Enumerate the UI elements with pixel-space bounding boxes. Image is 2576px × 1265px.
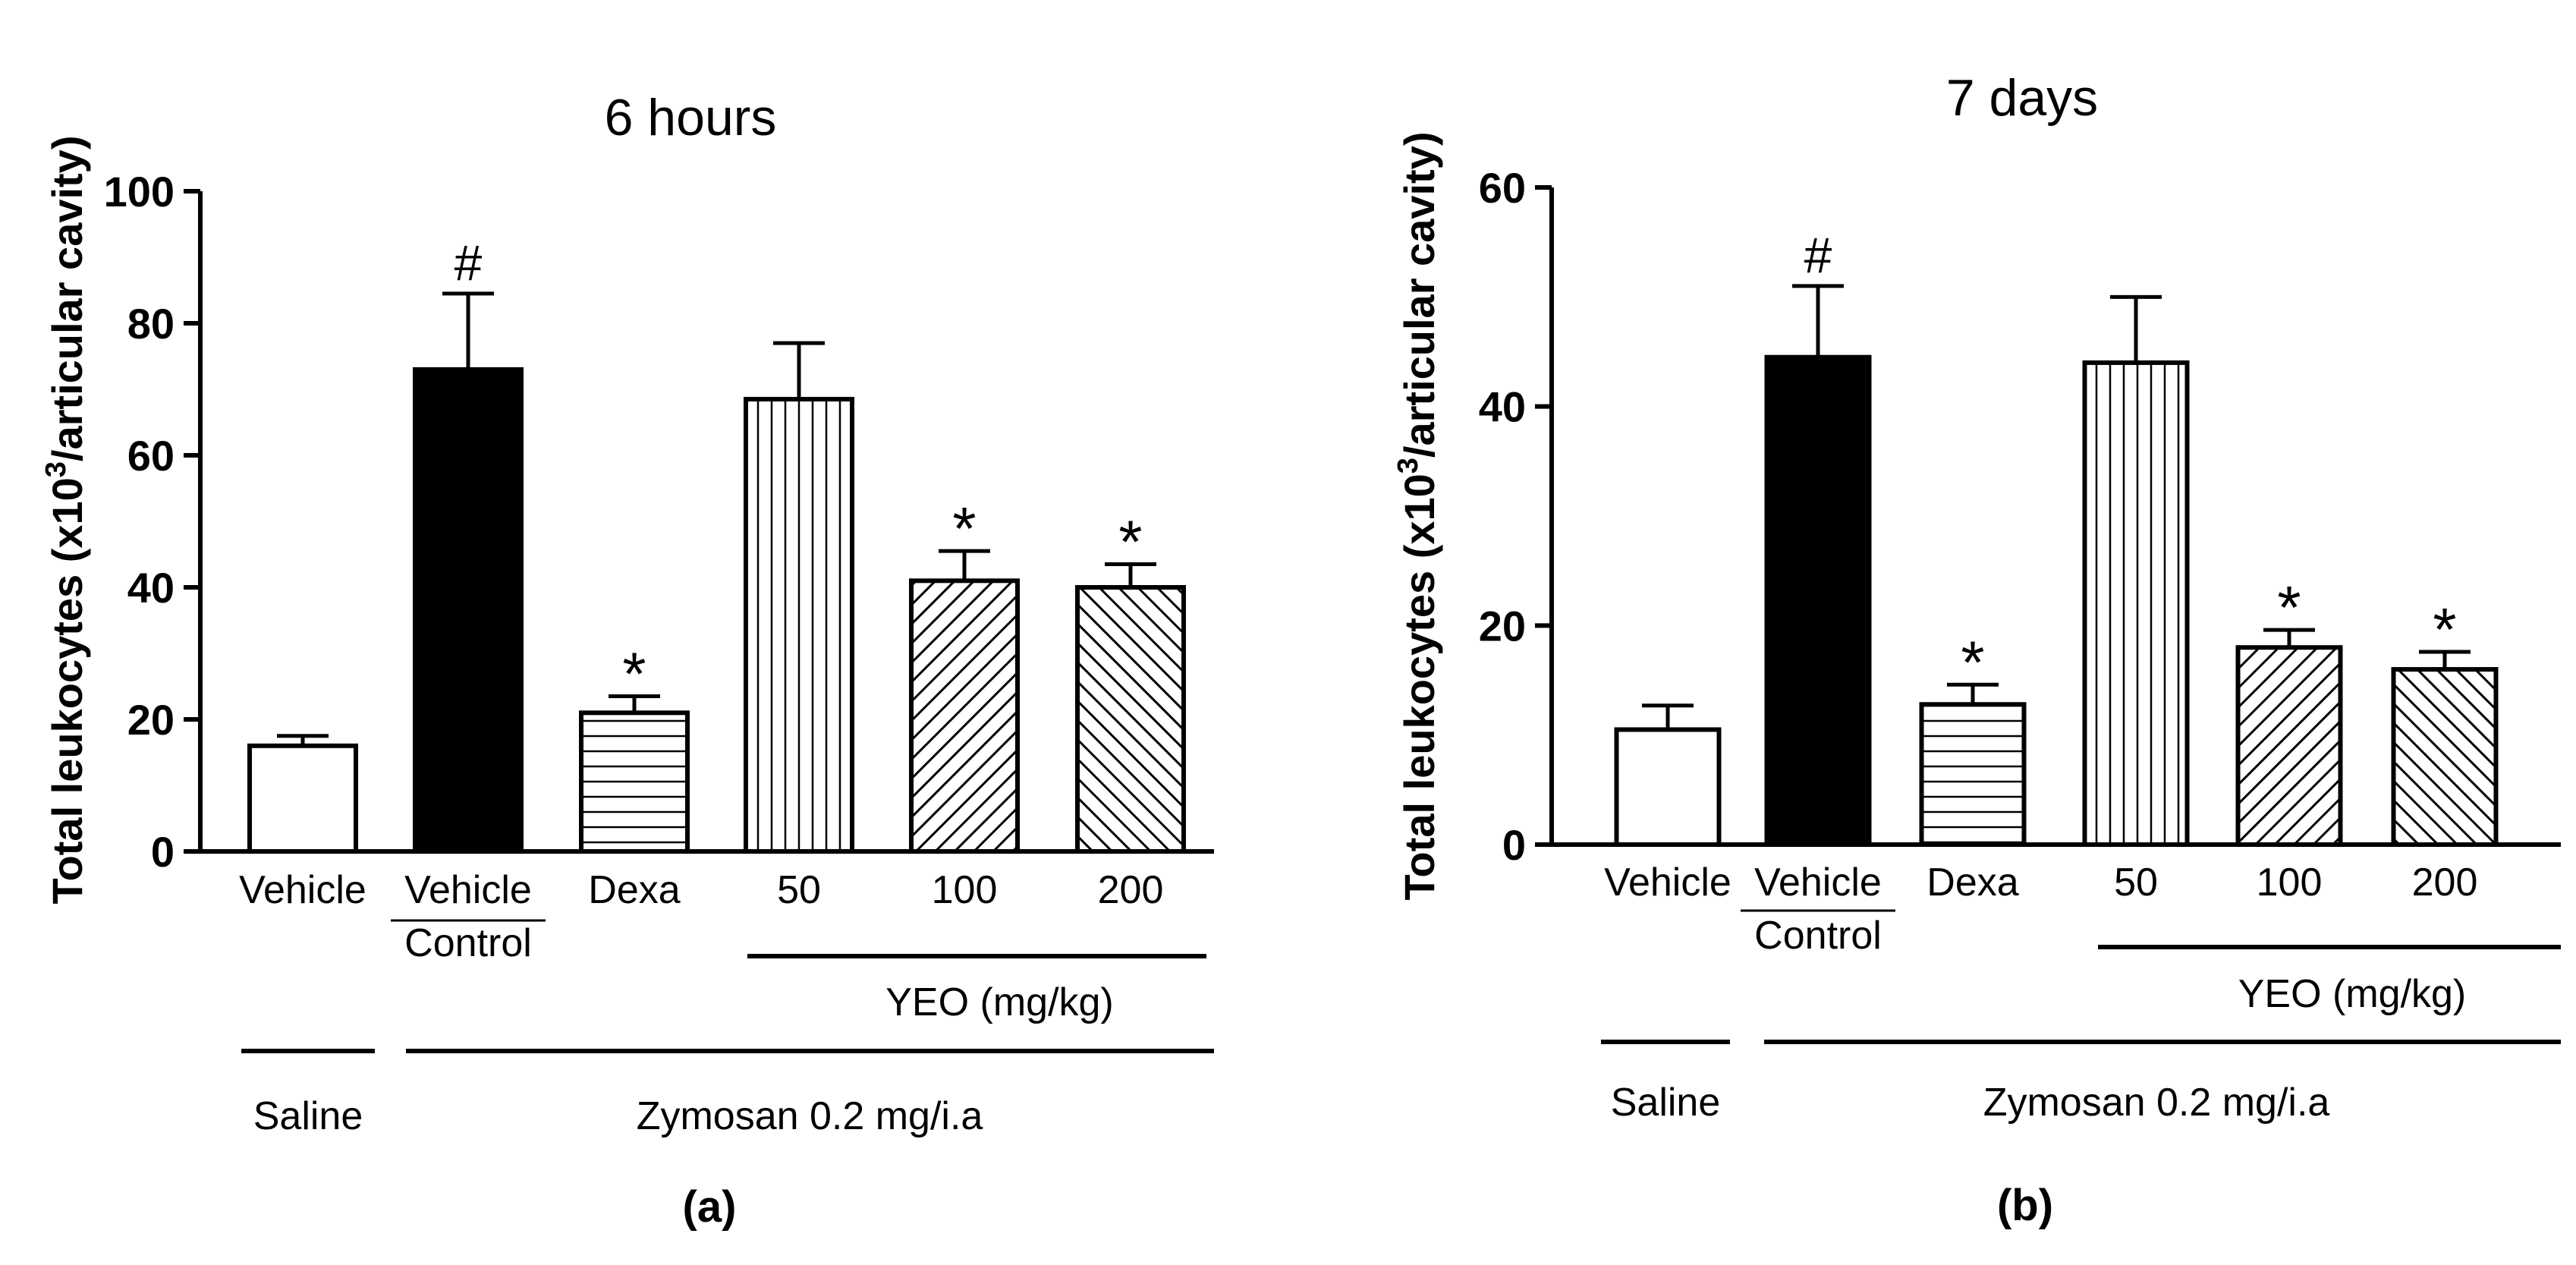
significance-marker: * [1118,508,1142,576]
bar [1764,354,1872,847]
y-axis-label-main: Total leukocytes (x10 [43,477,91,904]
x-tick-label: 100 [932,868,998,912]
bar [413,367,524,854]
chart-title: 6 hours [605,89,777,146]
y-axis-label-main: Total leukocytes (x10 [1395,474,1443,900]
significance-marker: * [622,640,646,708]
y-axis-label-rest: /articular cavity) [1395,132,1443,458]
significance-marker: * [952,495,976,562]
y-axis-label-superscript: 3 [1392,458,1424,474]
y-tick-label: 100 [104,168,175,216]
yeo-group-label: YEO (mg/kg) [2238,972,2467,1016]
significance-marker: # [1804,227,1832,283]
x-tick-label: Dexa [1926,861,2018,905]
x-tick-label: 200 [1098,868,1164,912]
saline-group-label: Saline [253,1094,363,1138]
x-tick-label: Vehicle [1754,861,1882,905]
bar [744,397,854,854]
x-tick-label: 50 [2114,861,2158,905]
significance-marker: * [2277,574,2301,641]
x-tick-label: Vehicle [239,868,366,912]
bar [2235,645,2343,847]
x-tick-label: Dexa [588,868,680,912]
significance-marker: * [1961,628,1984,696]
bar [247,743,358,854]
y-tick-label: 80 [127,300,175,348]
panel-label: (a) [683,1182,737,1232]
significance-marker: # [454,234,483,291]
y-tick-label: 40 [127,564,175,612]
panel-b: 7 days Total leukocytes (x103/articular c… [1392,69,2561,1230]
y-tick-label: 60 [127,432,175,480]
x-tick-label: 200 [2412,861,2478,905]
panel-label: (b) [1997,1181,2053,1230]
bar [1614,727,1722,848]
x-tick-label: Vehicle [404,868,532,912]
y-tick-label: 20 [1479,602,1526,650]
zymosan-group-label: Zymosan 0.2 mg/i.a [637,1094,983,1138]
x-tick-label: Vehicle [1604,861,1731,905]
x-tick-label: 100 [2257,861,2323,905]
y-axis-label: Total leukocytes (x103/articular cavity) [40,136,91,905]
bar [2391,667,2499,847]
bar [1919,702,2027,848]
x-tick-label: Control [404,921,532,965]
yeo-group-label: YEO (mg/kg) [885,980,1114,1024]
y-tick-label: 60 [1479,164,1526,212]
y-tick-label: 0 [151,828,175,876]
x-tick-label: 50 [777,868,821,912]
bar [2082,360,2190,847]
x-tick-label: Control [1754,914,1882,958]
y-axis-label: Total leukocytes (x103/articular cavity) [1392,132,1443,901]
bar [909,578,1020,854]
panel-a: 6 hours Total leukocytes (x103/articular … [40,89,1214,1232]
y-tick-label: 40 [1479,383,1526,431]
y-tick-label: 0 [1502,821,1526,869]
bar [579,710,690,854]
zymosan-group-label: Zymosan 0.2 mg/i.a [1983,1081,2330,1125]
saline-group-label: Saline [1611,1081,1721,1125]
bar [1075,585,1186,854]
y-axis-label-superscript: 3 [40,461,72,477]
chart-title: 7 days [1946,69,2098,127]
y-tick-label: 20 [127,696,175,744]
y-axis-label-rest: /articular cavity) [43,136,91,462]
significance-marker: * [2433,596,2456,663]
